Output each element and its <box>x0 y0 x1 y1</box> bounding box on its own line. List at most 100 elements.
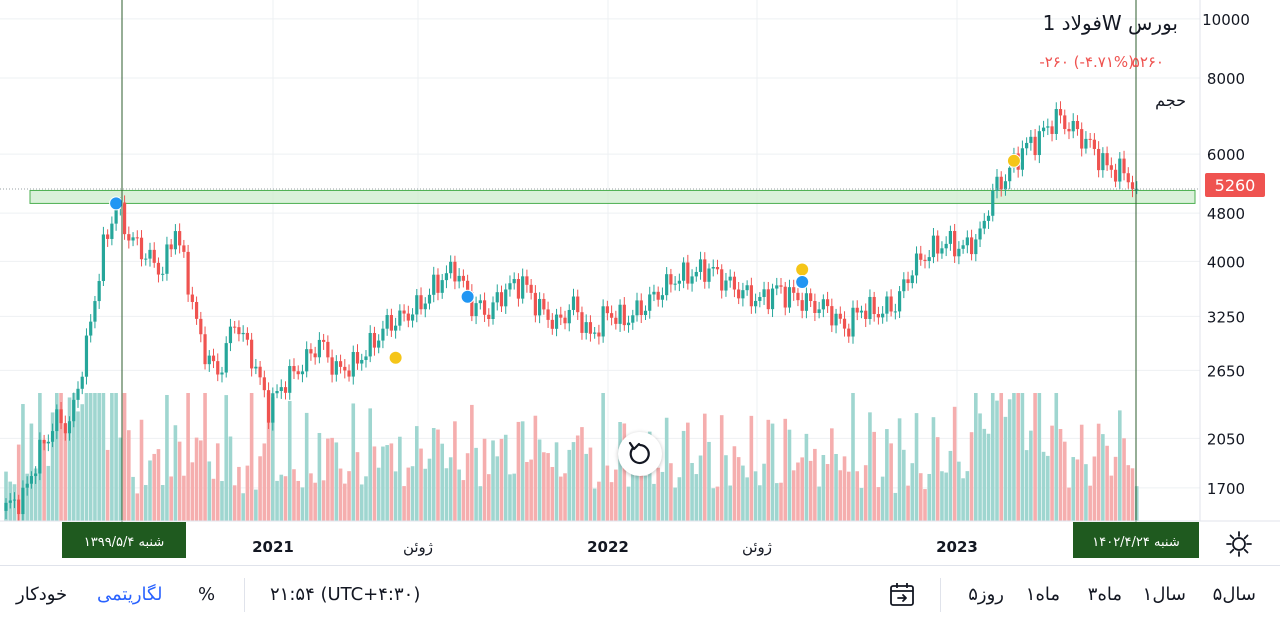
settings-button[interactable] <box>1224 529 1254 559</box>
volume-bar <box>567 449 572 521</box>
candle-body <box>927 257 931 261</box>
candle-body <box>300 371 305 375</box>
candle-body <box>813 301 817 313</box>
volume-bar <box>630 462 635 521</box>
volume-bar <box>796 462 800 521</box>
candle-body <box>546 309 550 320</box>
volume-bar <box>605 465 610 521</box>
candle-body <box>809 293 813 302</box>
candle-body <box>889 296 893 312</box>
candle-body <box>478 300 482 304</box>
goto-date-button[interactable] <box>886 579 918 611</box>
candle-body <box>258 366 262 378</box>
candle-body <box>334 361 338 375</box>
volume-bar <box>563 473 567 521</box>
candle-body <box>817 309 821 313</box>
candle-body <box>906 279 910 284</box>
crosshair-date-right: شنبه ۱۴۰۲/۴/۲۴ <box>1092 535 1179 550</box>
volume-bar <box>762 463 766 521</box>
volume-bar <box>470 404 474 521</box>
volume-bar <box>779 482 783 521</box>
candle-body <box>245 332 249 340</box>
volume-bar <box>444 468 449 521</box>
volume-bar <box>614 469 618 521</box>
candle-body <box>758 296 762 301</box>
candle-body <box>292 366 296 372</box>
candle-body <box>1105 153 1109 166</box>
volume-bar <box>118 437 123 521</box>
volume-bar <box>330 437 334 521</box>
candle-body <box>42 439 46 444</box>
volume-bar <box>554 442 559 521</box>
candle-body <box>859 310 864 313</box>
candle-body <box>542 298 546 310</box>
candle-body <box>271 393 275 423</box>
candle-body <box>169 244 173 250</box>
volume-bar <box>165 394 169 521</box>
volume-bar <box>1041 451 1046 521</box>
price-axis[interactable]: 1700 2050 2650 3250 4000 4800 6000 8000 10000 <box>0 0 1280 522</box>
range-5y[interactable]: ۵سال <box>1212 584 1256 605</box>
crosshair-date-left: شنبه ۱۳۹۹/۵/۴ <box>84 535 165 550</box>
volume-bar <box>376 467 381 521</box>
candle-body <box>122 202 127 235</box>
candle-body <box>25 483 29 488</box>
candle-body <box>338 361 343 367</box>
volume-bar <box>918 473 923 521</box>
volume-bar <box>347 471 351 521</box>
candle-body <box>402 310 406 314</box>
candle-body <box>482 300 487 315</box>
candle-body <box>961 245 965 249</box>
candle-body <box>881 313 885 318</box>
volume-bar <box>838 470 843 521</box>
volume-bar <box>143 485 148 521</box>
range-1m[interactable]: ۱ماه <box>1025 584 1060 605</box>
candle-body <box>995 176 999 191</box>
range-3m[interactable]: ۳ماه <box>1087 584 1122 605</box>
candle-body <box>110 223 114 239</box>
percent-toggle[interactable]: % <box>198 584 216 605</box>
volume-bar <box>719 415 724 521</box>
candle-body <box>207 355 211 365</box>
candle-body <box>893 311 897 313</box>
candle-body <box>834 313 838 326</box>
volume-bar <box>173 425 178 521</box>
range-5d[interactable]: ۵روز <box>968 584 1004 605</box>
candle-body <box>279 387 283 392</box>
candle-body <box>131 237 135 241</box>
candle-body <box>851 307 855 337</box>
candle-body <box>978 228 982 240</box>
support-zone[interactable] <box>29 189 1196 204</box>
volume-bar <box>207 461 212 521</box>
time-axis[interactable]: 2021 ژوئن 2022 ژوئن 2023 <box>252 538 978 556</box>
candle-body <box>491 302 495 320</box>
auto-scale-toggle[interactable]: خودکار <box>16 584 68 605</box>
bottom-toolbar: ۵سال ۱سال ۳ماه ۱ماه ۵روز ۲۱:۵۴ (UTC+۴:۳۰… <box>0 565 1280 624</box>
volume-bar <box>351 403 356 521</box>
candle-body <box>1071 120 1075 132</box>
volume-bar <box>232 485 237 521</box>
volume-bar <box>1096 423 1101 521</box>
y-tick-label: 10000 <box>1202 11 1250 29</box>
candle-body <box>1046 126 1050 128</box>
crosshair-date-left-bg <box>62 522 186 558</box>
candle-body <box>499 292 504 307</box>
volume-bar <box>110 393 114 521</box>
volume-bar <box>1118 410 1122 521</box>
candle-body <box>673 283 677 285</box>
candle-body <box>842 318 847 329</box>
timezone-clock[interactable]: ۲۱:۵۴ (UTC+۴:۳۰) <box>270 584 421 605</box>
volume-bar <box>266 393 271 521</box>
volume-bar <box>957 461 961 521</box>
volume-bar <box>753 471 758 521</box>
volume-bar <box>486 474 491 521</box>
log-scale-toggle[interactable]: لگاریتمی <box>97 584 163 605</box>
volume-bar <box>258 456 262 521</box>
price-chart[interactable]: 1700 2050 2650 3250 4000 4800 6000 8000 10000 20… <box>0 0 1280 565</box>
reset-chart-button[interactable] <box>618 432 662 476</box>
candle-body <box>656 291 660 300</box>
range-1y[interactable]: ۱سال <box>1142 584 1186 605</box>
volume-bar <box>639 448 644 521</box>
candle-body <box>351 352 355 377</box>
y-tick-label: 2050 <box>1207 430 1245 448</box>
